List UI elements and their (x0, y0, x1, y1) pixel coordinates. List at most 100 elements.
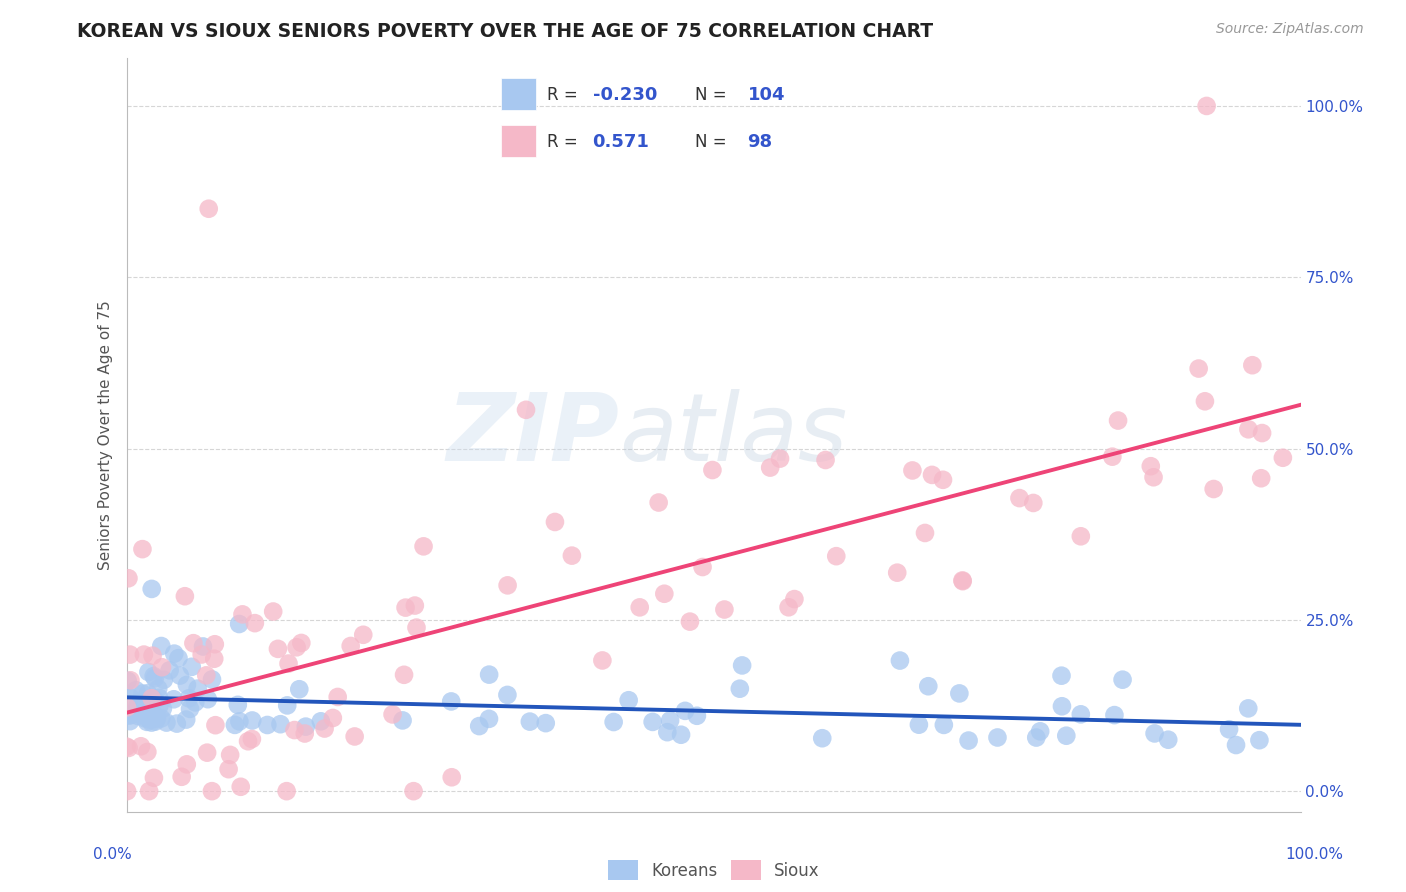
Point (201, 673, 224, 687)
Point (1070, 529, 1092, 543)
Point (136, 745, 159, 759)
Point (195, 668, 218, 682)
Point (267, 641, 290, 656)
Point (173, 589, 195, 603)
Point (190, 648, 212, 662)
Text: KOREAN VS SIOUX SENIORS POVERTY OVER THE AGE OF 75 CORRELATION CHART: KOREAN VS SIOUX SENIORS POVERTY OVER THE… (77, 22, 934, 41)
Point (811, 731, 834, 746)
Point (759, 460, 782, 475)
Point (952, 574, 974, 588)
Point (122, 706, 145, 721)
Point (136, 714, 159, 729)
Point (118, 708, 141, 723)
Point (932, 718, 955, 732)
Point (314, 722, 336, 736)
Point (641, 714, 664, 729)
Point (143, 671, 166, 685)
Point (169, 668, 191, 682)
Point (468, 719, 491, 733)
Point (120, 648, 142, 662)
Point (148, 681, 170, 696)
Point (731, 658, 754, 673)
Point (148, 690, 170, 705)
Point (174, 713, 197, 727)
Point (602, 714, 624, 729)
Point (131, 686, 153, 700)
Point (131, 542, 153, 557)
Point (889, 654, 911, 668)
Point (921, 467, 943, 482)
Point (184, 695, 207, 709)
Point (115, 739, 138, 754)
Point (1070, 707, 1092, 722)
Point (769, 451, 792, 466)
Point (669, 728, 692, 742)
Point (1139, 459, 1161, 474)
Point (136, 704, 159, 718)
Point (561, 549, 583, 563)
Point (163, 647, 186, 661)
Point (679, 615, 702, 629)
Point (1157, 732, 1180, 747)
Point (901, 463, 924, 477)
Point (914, 525, 936, 540)
Point (143, 693, 166, 707)
Point (180, 660, 202, 674)
Text: Source: ZipAtlas.com: Source: ZipAtlas.com (1216, 22, 1364, 37)
Point (204, 637, 226, 651)
Point (948, 686, 970, 700)
Point (120, 690, 142, 705)
Point (153, 673, 176, 687)
Point (628, 600, 651, 615)
Text: 100.0%: 100.0% (1285, 847, 1344, 862)
Point (647, 495, 669, 509)
Point (917, 679, 939, 693)
Point (231, 607, 253, 622)
Point (117, 740, 139, 755)
Point (129, 739, 152, 754)
Point (127, 709, 149, 723)
Point (197, 202, 219, 216)
Point (115, 700, 138, 714)
Point (240, 731, 263, 746)
Point (1218, 723, 1240, 737)
Point (814, 453, 837, 467)
Point (1249, 733, 1271, 747)
Point (886, 566, 908, 580)
Point (155, 715, 177, 730)
Point (170, 770, 193, 784)
Text: atlas: atlas (620, 389, 848, 481)
Point (256, 718, 278, 732)
Point (1054, 729, 1077, 743)
Point (177, 691, 200, 706)
Point (932, 473, 955, 487)
Point (326, 690, 349, 704)
Point (294, 720, 316, 734)
Point (204, 718, 226, 732)
Point (290, 636, 312, 650)
Point (183, 636, 205, 650)
Point (322, 711, 344, 725)
Point (952, 574, 974, 589)
Point (394, 600, 416, 615)
Point (243, 616, 266, 631)
Point (191, 640, 214, 654)
Point (138, 665, 160, 679)
Point (404, 599, 426, 613)
Point (283, 723, 305, 737)
Point (150, 639, 173, 653)
Point (136, 686, 159, 700)
Point (352, 628, 374, 642)
Point (128, 695, 150, 709)
Point (1008, 491, 1031, 505)
Point (1251, 425, 1274, 440)
Point (1050, 699, 1073, 714)
Point (728, 681, 751, 696)
Point (412, 540, 434, 554)
Point (515, 402, 537, 417)
Point (226, 698, 249, 712)
Point (1022, 496, 1045, 510)
Point (197, 692, 219, 706)
Point (402, 784, 425, 798)
Point (1107, 413, 1129, 427)
